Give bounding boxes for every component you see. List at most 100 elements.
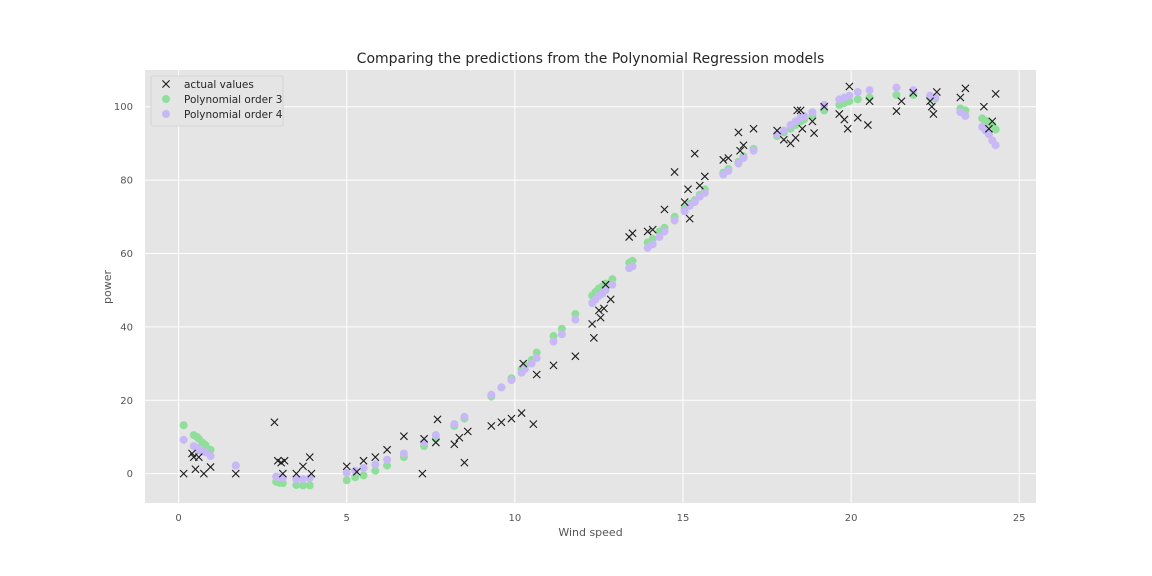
- prediction-point-order-4: [460, 412, 469, 421]
- prediction-point-order-3: [299, 481, 308, 490]
- actual-value-point: [359, 456, 368, 465]
- actual-value-point: [700, 172, 709, 181]
- actual-value-point: [588, 319, 597, 328]
- actual-value-point: [736, 146, 745, 155]
- actual-value-point: [450, 440, 459, 449]
- legend: actual values Polynomial order 3 Polynomia…: [150, 75, 284, 127]
- actual-value-point: [810, 129, 819, 138]
- actual-value-point: [371, 453, 380, 462]
- legend-label: actual values: [184, 79, 254, 91]
- actual-value-point: [734, 128, 743, 137]
- prediction-point-order-4: [779, 126, 788, 135]
- prediction-point-order-4: [487, 390, 496, 399]
- actual-value-point: [929, 110, 938, 119]
- actual-value-point: [791, 133, 800, 142]
- prediction-point-order-3: [571, 310, 580, 319]
- prediction-point-order-4: [724, 166, 733, 175]
- y-tick-label: 40: [120, 322, 133, 333]
- actual-value-point: [820, 102, 829, 111]
- y-axis-label: power: [101, 270, 114, 304]
- actual-value-point: [984, 124, 993, 133]
- actual-value-point: [342, 462, 351, 471]
- prediction-point-order-4: [845, 91, 854, 100]
- prediction-point-order-4: [660, 227, 669, 236]
- actual-value-point: [571, 352, 580, 361]
- prediction-point-order-4: [690, 198, 699, 207]
- plot-background: [145, 70, 1036, 503]
- actual-value-point: [278, 469, 287, 478]
- actual-value-point: [179, 469, 188, 478]
- prediction-point-order-3: [342, 476, 351, 485]
- actual-value-point: [532, 370, 541, 379]
- actual-value-point: [793, 106, 802, 115]
- prediction-point-order-3: [201, 441, 210, 450]
- prediction-point-order-4: [655, 232, 664, 241]
- actual-value-point: [892, 107, 901, 116]
- legend-label: Polynomial order 4: [184, 109, 283, 121]
- actual-value-point: [399, 432, 408, 441]
- actual-value-point: [926, 97, 935, 106]
- actual-value-point: [594, 306, 603, 315]
- prediction-point-order-3: [532, 348, 541, 357]
- prediction-point-order-3: [865, 93, 874, 102]
- series-2: [179, 83, 1000, 484]
- actual-value-point: [463, 427, 472, 436]
- actual-value-point: [433, 415, 442, 424]
- actual-value-point: [927, 102, 936, 111]
- actual-value-point: [628, 229, 637, 238]
- prediction-point-order-4: [853, 88, 862, 97]
- actual-value-point: [796, 106, 805, 115]
- actual-value-point: [606, 295, 615, 304]
- prediction-point-order-3: [292, 481, 301, 490]
- actual-value-point: [840, 115, 849, 124]
- actual-value-point: [695, 181, 704, 190]
- actual-value-point: [460, 458, 469, 467]
- prediction-point-order-3: [359, 471, 368, 480]
- prediction-point-order-3: [601, 279, 610, 288]
- prediction-point-order-4: [931, 93, 940, 102]
- series-0: [179, 82, 1000, 478]
- prediction-point-order-4: [800, 111, 809, 120]
- prediction-point-order-4: [865, 86, 874, 95]
- y-tick-label: 60: [120, 249, 133, 260]
- prediction-point-order-4: [305, 474, 314, 483]
- actual-value-point: [719, 155, 728, 164]
- x-tick-label: 20: [845, 513, 858, 524]
- actual-value-point: [194, 453, 203, 462]
- prediction-point-order-4: [278, 474, 287, 483]
- actual-value-point: [231, 469, 240, 478]
- chart-title: Comparing the predictions from the Polyn…: [357, 51, 825, 67]
- prediction-point-order-4: [571, 315, 580, 324]
- actual-value-point: [589, 333, 598, 342]
- prediction-point-order-4: [700, 188, 709, 197]
- actual-value-point: [455, 433, 464, 442]
- prediction-point-order-4: [527, 359, 536, 368]
- prediction-point-order-4: [909, 86, 918, 95]
- y-tick-label: 20: [120, 396, 133, 407]
- actual-value-point: [199, 469, 208, 478]
- prediction-point-order-4: [680, 207, 689, 216]
- actual-value-point: [549, 361, 558, 370]
- actual-value-point: [739, 141, 748, 150]
- x-tick-label: 10: [508, 513, 521, 524]
- actual-value-point: [932, 88, 941, 97]
- legend-marker: [162, 110, 170, 118]
- y-tick-label: 100: [114, 102, 133, 113]
- prediction-point-order-4: [628, 262, 637, 271]
- prediction-point-order-3: [179, 421, 188, 430]
- prediction-point-order-3: [371, 466, 380, 475]
- actual-value-point: [798, 124, 807, 133]
- legend-label: Polynomial order 3: [184, 94, 282, 106]
- x-tick-label: 5: [344, 513, 350, 524]
- prediction-point-order-4: [342, 468, 351, 477]
- prediction-point-order-4: [497, 383, 506, 392]
- prediction-point-order-3: [549, 332, 558, 341]
- actual-value-point: [685, 214, 694, 223]
- actual-value-point: [418, 469, 427, 478]
- actual-value-point: [292, 469, 301, 478]
- actual-value-point: [280, 456, 289, 465]
- prediction-point-order-4: [892, 83, 901, 92]
- actual-value-point: [191, 465, 200, 474]
- actual-value-point: [961, 84, 970, 93]
